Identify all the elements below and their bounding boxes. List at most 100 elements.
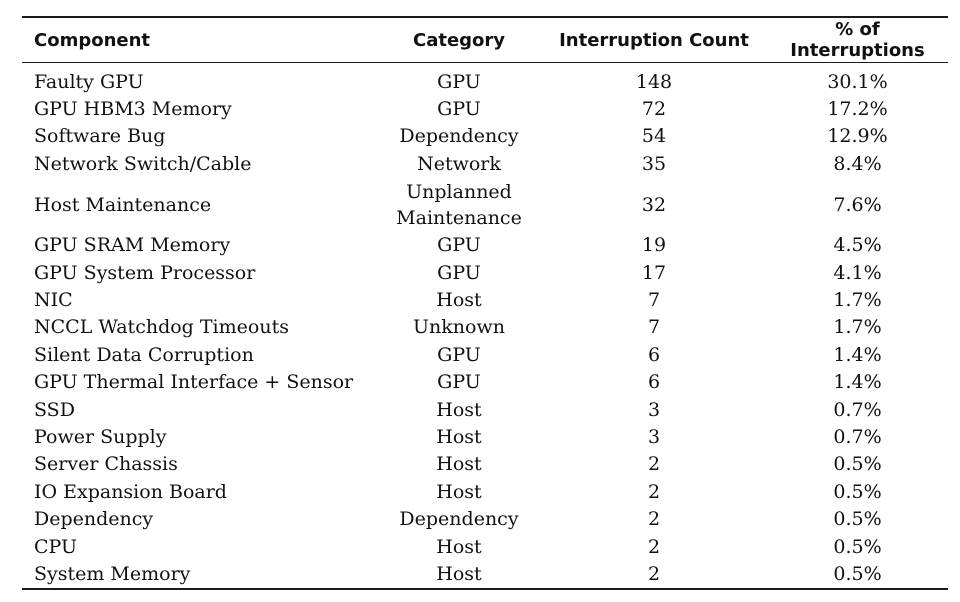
cell-category: Host <box>436 453 482 476</box>
cell-component: Software Bug <box>34 125 166 148</box>
cell-percent: 1.7% <box>833 316 882 339</box>
table-top-rule <box>22 16 948 18</box>
cell-component: NCCL Watchdog Timeouts <box>34 316 289 339</box>
cell-count: 2 <box>647 535 661 558</box>
table-header-rule <box>22 62 948 63</box>
table-row: NCCL Watchdog Timeouts Unknown 7 1.7% <box>22 314 948 341</box>
cell-component: CPU <box>34 535 78 558</box>
data-table: Component Category Interruption Count % … <box>22 18 948 62</box>
cell-count: 72 <box>641 98 667 121</box>
cell-category: GPU <box>437 234 481 257</box>
cell-percent: 12.9% <box>827 125 888 148</box>
cell-category: GPU <box>437 98 481 121</box>
cell-category: Dependency <box>399 125 519 148</box>
cell-count: 2 <box>647 480 661 503</box>
cell-component: GPU System Processor <box>34 261 256 284</box>
cell-category: Dependency <box>399 508 519 531</box>
table-row: GPU SRAM Memory GPU 19 4.5% <box>22 232 948 259</box>
table-row: GPU System Processor GPU 17 4.1% <box>22 259 948 286</box>
table-bottom-rule <box>22 587 948 590</box>
cell-percent: 1.7% <box>833 289 882 312</box>
cell-count: 2 <box>647 562 661 585</box>
cell-component: NIC <box>34 289 73 312</box>
cell-count: 35 <box>641 152 667 175</box>
header-category: Category <box>412 29 506 51</box>
interruption-table: Component Category Interruption Count % … <box>22 16 948 590</box>
cell-component: Faulty GPU <box>34 70 144 93</box>
cell-category: Host <box>436 535 482 558</box>
cell-percent: 0.5% <box>833 453 882 476</box>
table-row: SSD Host 3 0.7% <box>22 396 948 423</box>
table-row: Dependency Dependency 2 0.5% <box>22 505 948 532</box>
table-row: Faulty GPU GPU 148 30.1% <box>22 68 948 95</box>
data-table-body: Faulty GPU GPU 148 30.1% GPU HBM3 Memory… <box>22 63 948 588</box>
cell-component: IO Expansion Board <box>34 480 227 503</box>
cell-component: GPU Thermal Interface + Sensor <box>34 371 354 394</box>
cell-count: 54 <box>641 125 667 148</box>
cell-count: 32 <box>641 193 667 216</box>
table-row: Silent Data Corruption GPU 6 1.4% <box>22 341 948 368</box>
table-row: Network Switch/Cable Network 35 8.4% <box>22 150 948 177</box>
cell-count: 2 <box>647 453 661 476</box>
cell-component: SSD <box>34 398 75 421</box>
cell-count: 7 <box>647 289 661 312</box>
table-row: CPU Host 2 0.5% <box>22 533 948 560</box>
cell-percent: 0.5% <box>833 508 882 531</box>
cell-category: Unplanned Maintenance <box>377 178 541 232</box>
cell-percent: 0.7% <box>833 425 882 448</box>
cell-count: 3 <box>647 398 661 421</box>
table-row: GPU Thermal Interface + Sensor GPU 6 1.4… <box>22 369 948 396</box>
cell-count: 19 <box>641 234 667 257</box>
cell-percent: 0.7% <box>833 398 882 421</box>
header-interruption-count: Interruption Count <box>559 29 749 51</box>
cell-percent: 7.6% <box>833 193 882 216</box>
header-percent-interruptions: % of Interruptions <box>790 19 925 61</box>
cell-category: Host <box>436 562 482 585</box>
cell-count: 17 <box>641 261 667 284</box>
cell-category: GPU <box>437 343 481 366</box>
cell-percent: 30.1% <box>827 70 888 93</box>
table-row: GPU HBM3 Memory GPU 72 17.2% <box>22 95 948 122</box>
cell-component: GPU SRAM Memory <box>34 234 231 257</box>
cell-count: 3 <box>647 425 661 448</box>
cell-percent: 4.1% <box>833 261 882 284</box>
cell-component: Power Supply <box>34 425 167 448</box>
cell-count: 2 <box>647 508 661 531</box>
cell-category-line1: Unplanned <box>406 180 512 203</box>
cell-category: GPU <box>437 261 481 284</box>
cell-category: Unknown <box>413 316 505 339</box>
header-row: Component Category Interruption Count % … <box>22 18 948 62</box>
cell-component: Network Switch/Cable <box>34 152 252 175</box>
cell-category: Host <box>436 425 482 448</box>
cell-percent: 0.5% <box>833 535 882 558</box>
table-row: Power Supply Host 3 0.7% <box>22 423 948 450</box>
cell-percent: 1.4% <box>833 371 882 394</box>
cell-percent: 1.4% <box>833 343 882 366</box>
cell-percent: 0.5% <box>833 562 882 585</box>
header-component: Component <box>34 29 151 51</box>
table-row: Host Maintenance Unplanned Maintenance 3… <box>22 178 948 232</box>
cell-component: Silent Data Corruption <box>34 343 254 366</box>
cell-category: Host <box>436 289 482 312</box>
cell-category-line2: Maintenance <box>396 206 522 229</box>
table-row: NIC Host 7 1.7% <box>22 286 948 313</box>
cell-category: Host <box>436 398 482 421</box>
cell-component: Dependency <box>34 508 154 531</box>
cell-count: 6 <box>647 343 661 366</box>
cell-percent: 4.5% <box>833 234 882 257</box>
cell-percent: 17.2% <box>827 98 888 121</box>
cell-count: 148 <box>635 70 673 93</box>
cell-component: Host Maintenance <box>34 193 212 216</box>
cell-percent: 0.5% <box>833 480 882 503</box>
cell-count: 7 <box>647 316 661 339</box>
table-row: System Memory Host 2 0.5% <box>22 560 948 587</box>
cell-component: System Memory <box>34 562 191 585</box>
cell-component: GPU HBM3 Memory <box>34 98 232 121</box>
cell-category: Host <box>436 480 482 503</box>
table-row: Software Bug Dependency 54 12.9% <box>22 123 948 150</box>
cell-count: 6 <box>647 371 661 394</box>
table-row: IO Expansion Board Host 2 0.5% <box>22 478 948 505</box>
cell-percent: 8.4% <box>833 152 882 175</box>
cell-category: GPU <box>437 371 481 394</box>
cell-category: GPU <box>437 70 481 93</box>
